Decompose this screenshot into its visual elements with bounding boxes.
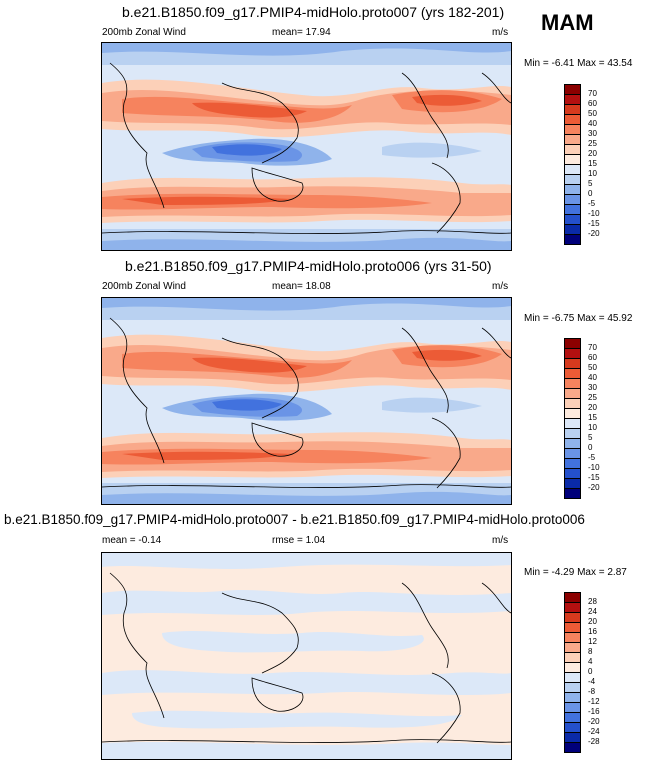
panel2-variable-label: 200mb Zonal Wind [102,281,186,292]
colorbar-tick-label: -5 [588,199,596,208]
panel1-minmax-label: Min = -6.41 Max = 43.54 [524,58,633,69]
colorbar-tick-label: 60 [588,353,597,362]
colorbar-tick-label: -10 [588,463,600,472]
colorbar-tick-label: 40 [588,373,597,382]
colorbar-tick-label: 16 [588,627,597,636]
colorbar-tick-label: 25 [588,393,597,402]
panel1-mean-label: mean= 17.94 [272,27,331,38]
colorbar-tick-label: -15 [588,473,600,482]
panel1-title: b.e21.B1850.f09_g17.PMIP4-midHolo.proto0… [122,4,505,20]
panel2-colorbar: 70 60 50 40 30 25 20 15 10 5 0 -5 -10 -15 -20 [564,338,624,500]
panel2-minmax-label: Min = -6.75 Max = 45.92 [524,313,633,324]
colorbar-tick-label: 0 [588,189,593,198]
panel2-units-label: m/s [492,281,509,292]
colorbar-swatch [564,742,581,753]
colorbar-tick-label: 20 [588,617,597,626]
panel3-minmax-label: Min = -4.29 Max = 2.87 [524,567,627,578]
colorbar-tick-label: 60 [588,99,597,108]
panel3-title: b.e21.B1850.f09_g17.PMIP4-midHolo.proto0… [4,512,585,527]
panel3-colorbar: 28 24 20 16 12 8 4 0 -4 -8 -12 -16 -20 -24 -28 [564,592,624,754]
colorbar-tick-label: -8 [588,687,596,696]
colorbar-tick-label: 4 [588,657,593,666]
panel1-colorbar: 70 60 50 40 30 25 20 15 10 5 0 -5 -10 -15 -20 [564,84,624,246]
colorbar-tick-label: -15 [588,219,600,228]
colorbar-tick-label: 12 [588,637,597,646]
colorbar-tick-label: 8 [588,647,593,656]
colorbar-tick-label: -12 [588,697,600,706]
panel2-title: b.e21.B1850.f09_g17.PMIP4-midHolo.proto0… [125,258,492,274]
colorbar-swatch [564,234,581,245]
colorbar-tick-label: 30 [588,383,597,392]
panel2-mean-label: mean= 18.08 [272,281,331,292]
panel3-rmse-label: rmse = 1.04 [272,535,326,546]
panel1-variable-label: 200mb Zonal Wind [102,27,186,38]
colorbar-tick-label: -28 [588,737,600,746]
colorbar-tick-label: 5 [588,179,593,188]
panel2-wind-field [102,298,511,504]
colorbar-tick-label: 25 [588,139,597,148]
colorbar-tick-label: 50 [588,363,597,372]
panel3-map [101,552,512,760]
colorbar-tick-label: 70 [588,343,597,352]
colorbar-tick-label: 20 [588,403,597,412]
colorbar-tick-label: -24 [588,727,600,736]
colorbar-tick-label: -5 [588,453,596,462]
colorbar-tick-label: 30 [588,129,597,138]
panel3-mean-label: mean = -0.14 [102,535,162,546]
colorbar-tick-label: 50 [588,109,597,118]
colorbar-tick-label: -20 [588,229,600,238]
colorbar-tick-label: 15 [588,159,597,168]
panel1-units-label: m/s [492,27,509,38]
colorbar-tick-label: 0 [588,667,593,676]
panel1-map [101,42,512,251]
colorbar-tick-label: 70 [588,89,597,98]
panel3-difference-field [102,553,511,759]
colorbar-tick-label: -20 [588,717,600,726]
colorbar-tick-label: 15 [588,413,597,422]
panel2-map [101,297,512,505]
colorbar-tick-label: 5 [588,433,593,442]
colorbar-tick-label: 10 [588,169,597,178]
panel1-wind-field [102,43,511,250]
colorbar-tick-label: 24 [588,607,597,616]
panel3-units-label: m/s [492,535,509,546]
colorbar-tick-label: -20 [588,483,600,492]
colorbar-tick-label: -16 [588,707,600,716]
colorbar-tick-label: -10 [588,209,600,218]
colorbar-tick-label: 40 [588,119,597,128]
colorbar-tick-label: 28 [588,597,597,606]
colorbar-swatch [564,488,581,499]
season-label: MAM [541,10,594,35]
colorbar-tick-label: 0 [588,443,593,452]
colorbar-tick-label: 20 [588,149,597,158]
colorbar-tick-label: -4 [588,677,596,686]
colorbar-tick-label: 10 [588,423,597,432]
